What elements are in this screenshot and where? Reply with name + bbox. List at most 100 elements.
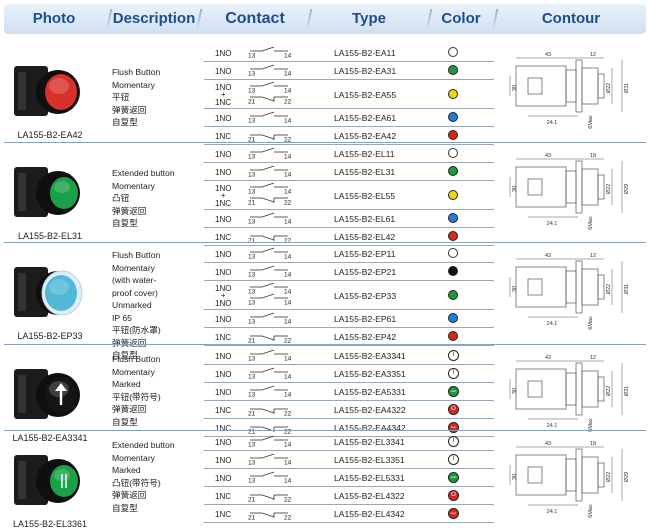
no-contact-icon: 13 14 <box>248 453 292 467</box>
no-contact-icon: 13 14 <box>248 64 292 78</box>
terminal-label: 21 <box>248 338 256 345</box>
dimension-label: 30 <box>512 388 518 394</box>
contact-label: 1NO <box>215 352 232 361</box>
table-row: 1NO 13 14 LA155-B2-EA5331 <box>204 383 494 401</box>
contact-symbol: 21 22 <box>248 408 292 418</box>
contour-box: 43 18 24.1 30 Ø22 Ø29 6Max <box>508 439 642 519</box>
no-contact-icon: 13 14 <box>248 312 292 326</box>
contact-diagram: 13 14 <box>244 165 294 180</box>
contact-label-line: 1NO <box>215 284 232 293</box>
push-button-photo <box>14 267 83 317</box>
description-line: 自复型 <box>112 117 138 127</box>
contact-symbol: 21 22 <box>248 235 292 245</box>
contact-symbol: 13 14 21 22 <box>248 81 292 106</box>
contour-drawing: 43 18 24.1 30 Ø22 Ø29 6Max <box>509 153 630 230</box>
dimension-label: 6Max <box>588 504 594 518</box>
description-line: Momentary <box>112 79 155 90</box>
no-contact-icon: 13 14 <box>248 147 292 161</box>
dimension-label: 18 <box>590 153 596 159</box>
dimension-label: 24.1 <box>547 509 558 515</box>
description-line: Extended button <box>112 440 175 450</box>
description-text: Flush Button Momentary Marked 平钮(带符号) 弹簧返回 自复… <box>112 353 202 428</box>
terminal-label: 21 <box>248 497 256 504</box>
contact-diagram: 21 22 <box>244 489 294 504</box>
description-line: 自复型 <box>112 416 138 427</box>
contact-label: 1NO +1NC <box>215 83 231 107</box>
terminal-label: 14 <box>284 154 292 161</box>
terminal-label: 21 <box>248 200 256 207</box>
type-code: LA155-B2-EP11 <box>334 249 396 259</box>
terminal-label: 14 <box>284 442 292 449</box>
no-contact-icon: 13 14 <box>248 385 292 399</box>
terminal-label: 14 <box>284 189 292 196</box>
contact-diagram: 13 14 <box>244 111 294 126</box>
color-dot <box>448 213 458 223</box>
contour-body <box>515 266 567 308</box>
no-contact-icon: 13 14 <box>248 111 292 125</box>
dimension-label: 43 <box>545 52 551 58</box>
table-row: 1NO 13 14 LA155-B2-EL5331 <box>204 469 494 487</box>
contact-label: 1NO <box>215 49 232 58</box>
terminal-label: 13 <box>248 172 256 179</box>
dimension-label: Ø22 <box>606 184 612 194</box>
table-row: 1NC 21 22 LA155-B2-EA4342 <box>204 419 494 437</box>
color-dot: I <box>448 350 459 361</box>
terminal-label: 14 <box>284 172 292 179</box>
description-line: 平钮 <box>112 92 130 102</box>
nc-contact-icon: 21 22 <box>248 96 292 106</box>
dimension-label: Ø31 <box>624 386 630 396</box>
dimension-label: 6Max <box>588 216 594 230</box>
terminal-label: 13 <box>248 254 256 261</box>
contact-label: 1NO <box>215 474 232 483</box>
contact-symbol: 13 14 <box>248 147 292 161</box>
push-button-photo <box>14 167 80 217</box>
contact-symbol: 13 14 21 22 <box>248 182 292 207</box>
color-dot <box>448 313 458 323</box>
dot-mark: I <box>452 438 455 444</box>
description-line: Extended button <box>112 168 175 178</box>
dimension-label: 30 <box>512 286 518 292</box>
terminal-label: 13 <box>248 154 256 161</box>
contact-diagram: 13 14 <box>244 312 294 327</box>
dimension-label: 24.1 <box>547 423 558 429</box>
no-contact-icon: 13 14 <box>248 182 292 196</box>
terminal-label: 13 <box>248 478 256 485</box>
contour-drawing: 43 12 24.1 30 Ø22 Ø31 6Max <box>509 52 630 129</box>
contact-diagram: 13 14 <box>244 212 294 227</box>
contact-diagram: 13 14 <box>244 265 294 280</box>
terminal-label: 14 <box>284 118 292 125</box>
terminal-label: 22 <box>284 200 292 207</box>
type-code: LA155-B2-EP61 <box>334 314 397 324</box>
terminal-label: 22 <box>284 238 292 245</box>
contact-label: 1NO <box>215 250 232 259</box>
contact-symbol: 21 22 <box>248 512 292 522</box>
table-row: 1NO 13 14 LA155-B2-EP21 <box>204 263 494 281</box>
contour-box: 43 12 24.1 30 Ø22 Ø31 6Max <box>508 50 642 130</box>
type-code: LA155-B2-EA31 <box>334 66 397 76</box>
terminal-label: 13 <box>248 442 256 449</box>
type-code: LA155-B2-EA55 <box>334 90 397 100</box>
type-code: LA155-B2-EA61 <box>334 113 397 123</box>
terminal-label: 14 <box>284 478 292 485</box>
color-dot <box>448 89 458 99</box>
dot-mark: I <box>452 456 455 462</box>
group-separator <box>4 242 646 243</box>
contact-symbol: 13 14 <box>248 64 292 78</box>
no-contact-icon: 13 14 <box>248 367 292 381</box>
terminal-label: 14 <box>284 392 292 399</box>
description-line: 弹簧返回 <box>112 404 147 414</box>
color-dot <box>448 47 458 57</box>
dimension-label: 24.1 <box>547 221 558 227</box>
contact-plus: + <box>220 90 226 99</box>
contact-symbol: 21 22 <box>248 426 292 436</box>
push-button-photo <box>14 66 80 116</box>
photo-label: LA155-B2-EA42 <box>17 130 83 140</box>
type-code: LA155-B2-EL3341 <box>334 437 405 447</box>
terminal-label: 13 <box>248 189 256 196</box>
dot-mark: start <box>450 475 457 479</box>
contact-label: 1NC <box>215 510 232 519</box>
description-line: (with water- <box>112 275 157 285</box>
terminal-label: 13 <box>248 219 256 226</box>
description-line: 自复型 <box>112 502 138 513</box>
contact-diagram: 21 22 <box>244 403 294 418</box>
